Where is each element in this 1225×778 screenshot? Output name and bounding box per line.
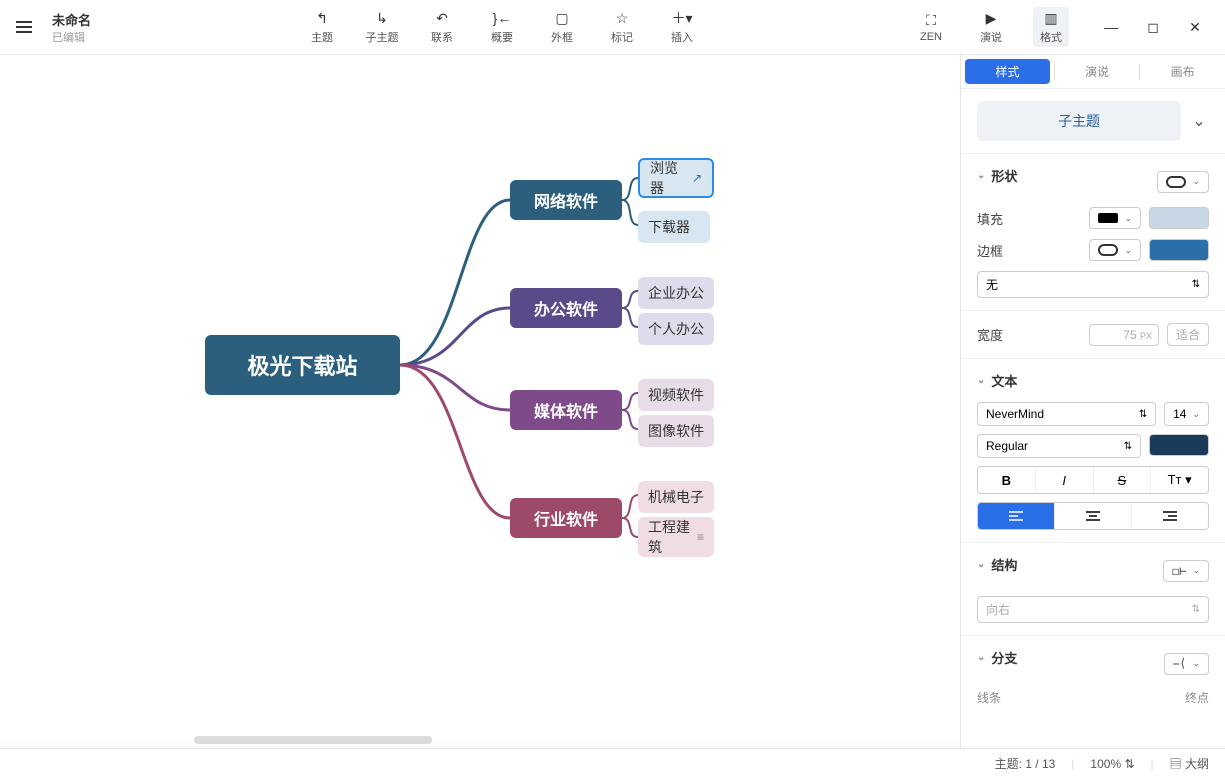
text-color-swatch[interactable] [1149,434,1209,456]
leaf-视频软件[interactable]: 视频软件 [638,379,714,411]
toolbar-插入[interactable]: ＋▾插入 [664,9,700,45]
structure-title: 结构 [991,555,1017,574]
leaf-工程建筑[interactable]: 工程建筑≡ [638,517,714,557]
text-style-Tᴛ ▾[interactable]: Tᴛ ▾ [1151,467,1208,493]
line-label: 线条 [977,689,1001,706]
toolbar-演说[interactable]: ▶演说 [973,9,1009,45]
topic-count-label: 主题: 1 / 13 [995,755,1056,772]
shape-section: ⌄ 形状 ⌄ 填充 ⌄ 边框 ⌄ 无⇅ [961,154,1225,311]
toolbar-center: ↰主题 ↳子主题 ↶联系 }←概要 ▢外框 ☆标记 ＋▾插入 [91,9,913,45]
chevron-down-icon: ⌄ [977,170,985,181]
toolbar-子主题[interactable]: ↳子主题 [364,9,400,45]
endpoint-label: 终点 [1185,689,1209,706]
topic-type-section: 子主题 ⌄ [961,89,1225,154]
width-fit-button[interactable]: 适合 [1167,323,1209,346]
text-style-B[interactable]: B [978,467,1036,493]
doc-name: 未命名 [52,10,91,29]
document-title: 未命名 已编辑 [52,10,91,45]
toolbar-right: ⛶ZEN ▶演说 ▥格式 [913,7,1069,47]
chevron-down-icon: ⌄ [977,375,985,386]
toolbar-外框[interactable]: ▢外框 [544,9,580,45]
align-center[interactable] [1055,503,1132,529]
fill-pattern-dropdown[interactable]: ⌄ [1089,207,1141,229]
category-办公软件[interactable]: 办公软件 [510,288,622,328]
panel-tab-演说[interactable]: 演说 [1055,59,1140,84]
outline-toggle[interactable]: ▤ 大纲 [1170,755,1209,772]
font-family-select[interactable]: NeverMind⇅ [977,402,1156,426]
mindmap-canvas[interactable]: 极光下载站 网络软件浏览器↗ 下载器办公软件企业办公个人办公媒体软件视频软件图像软件… [0,55,960,748]
leaf-浏览器[interactable]: 浏览器↗ [638,158,714,198]
note-icon[interactable]: ≡ [697,530,704,544]
width-section: 宽度 75 PX 适合 [961,311,1225,359]
panel-tab-样式[interactable]: 样式 [965,59,1050,84]
fill-label: 填充 [977,209,1003,228]
topic-type-chevron-icon[interactable]: ⌄ [1189,111,1209,131]
border-style-dropdown[interactable]: ⌄ [1089,239,1141,261]
toolbar-标记[interactable]: ☆标记 [604,9,640,45]
toolbar-ZEN[interactable]: ⛶ZEN [913,11,949,43]
align-right[interactable] [1132,503,1208,529]
width-input[interactable]: 75 PX [1089,324,1159,346]
structure-direction-select[interactable]: 向右⇅ [977,596,1209,623]
leaf-下载器[interactable]: 下载器 [638,211,710,243]
panel-tab-画布[interactable]: 画布 [1140,59,1225,84]
text-style-I[interactable]: I [1036,467,1094,493]
close-button[interactable]: ✕ [1183,15,1207,39]
root-node[interactable]: 极光下载站 [205,335,400,395]
text-align-buttons [977,502,1209,530]
top-toolbar: 未命名 已编辑 ↰主题 ↳子主题 ↶联系 }←概要 ▢外框 ☆标记 ＋▾插入 ⛶ZEN ▶演说… [0,0,1225,55]
font-size-select[interactable]: 14⌄ [1164,402,1209,426]
maximize-button[interactable]: ◻ [1141,15,1165,39]
external-link-icon[interactable]: ↗ [692,171,702,185]
menu-button[interactable] [8,11,40,43]
toolbar-格式[interactable]: ▥格式 [1033,7,1069,47]
branch-section: ⌄ 分支 ⎯⟨⌄ 线条 终点 [961,636,1225,718]
text-title: 文本 [991,371,1017,390]
status-bar: 主题: 1 / 13 | 100% ⇅ | ▤ 大纲 [0,748,1225,778]
chevron-down-icon: ⌄ [977,652,985,663]
leaf-企业办公[interactable]: 企业办公 [638,277,714,309]
toolbar-主题[interactable]: ↰主题 [304,9,340,45]
width-label: 宽度 [977,325,1003,344]
align-left[interactable] [978,503,1055,529]
doc-status: 已编辑 [52,29,91,45]
leaf-个人办公[interactable]: 个人办公 [638,313,714,345]
text-section: ⌄ 文本 NeverMind⇅ 14⌄ Regular⇅ BISTᴛ ▾ [961,359,1225,543]
border-color-swatch[interactable] [1149,239,1209,261]
structure-icon-dropdown[interactable]: ◻⊢⌄ [1163,560,1209,582]
toolbar-概要[interactable]: }←概要 [484,9,520,45]
topic-type-dropdown[interactable]: 子主题 [977,101,1181,141]
fill-color-swatch[interactable] [1149,207,1209,229]
category-网络软件[interactable]: 网络软件 [510,180,622,220]
minimize-button[interactable]: — [1099,15,1123,39]
horizontal-scrollbar[interactable] [4,736,956,746]
category-媒体软件[interactable]: 媒体软件 [510,390,622,430]
shape-style-dropdown[interactable]: ⌄ [1157,171,1209,193]
chevron-down-icon: ⌄ [977,559,985,570]
panel-tabs: 样式演说画布 [961,55,1225,89]
text-style-buttons: BISTᴛ ▾ [977,466,1209,494]
border-label: 边框 [977,241,1003,260]
main-area: 极光下载站 网络软件浏览器↗ 下载器办公软件企业办公个人办公媒体软件视频软件图像软件… [0,55,1225,748]
structure-section: ⌄ 结构 ◻⊢⌄ 向右⇅ [961,543,1225,636]
text-style-S[interactable]: S [1094,467,1152,493]
toolbar-联系[interactable]: ↶联系 [424,9,460,45]
line-style-select[interactable]: 无⇅ [977,271,1209,298]
format-panel: 样式演说画布 子主题 ⌄ ⌄ 形状 ⌄ 填充 ⌄ 边框 ⌄ [960,55,1225,748]
category-行业软件[interactable]: 行业软件 [510,498,622,538]
font-weight-select[interactable]: Regular⇅ [977,434,1141,458]
zoom-control[interactable]: 100% ⇅ [1090,757,1134,771]
leaf-机械电子[interactable]: 机械电子 [638,481,714,513]
branch-title: 分支 [991,648,1017,667]
leaf-图像软件[interactable]: 图像软件 [638,415,714,447]
shape-title: 形状 [991,166,1017,185]
window-controls: — ◻ ✕ [1099,15,1207,39]
branch-style-dropdown[interactable]: ⎯⟨⌄ [1164,653,1209,675]
